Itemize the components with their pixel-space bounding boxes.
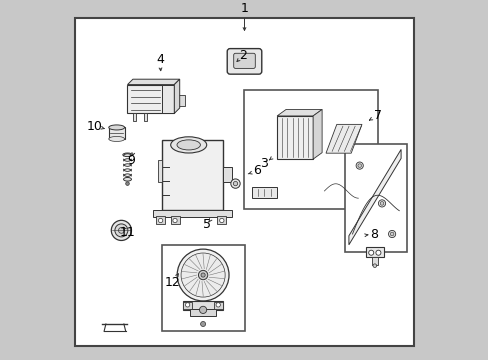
Ellipse shape [123,177,131,181]
Circle shape [181,253,224,297]
Bar [190,309,215,316]
Text: 5: 5 [203,219,210,231]
Circle shape [378,200,385,207]
Polygon shape [348,149,400,245]
Circle shape [158,218,163,222]
Circle shape [233,181,237,186]
Bar [251,187,276,198]
Bar [223,167,231,182]
Text: 3: 3 [260,157,268,170]
Polygon shape [127,79,179,85]
Ellipse shape [177,140,200,150]
Circle shape [355,162,363,169]
Text: 2: 2 [238,49,246,62]
Text: 7: 7 [373,109,381,122]
Bar [371,257,377,265]
Circle shape [185,303,189,307]
Circle shape [198,270,207,280]
FancyBboxPatch shape [233,53,255,68]
Polygon shape [277,109,322,116]
Text: 8: 8 [369,228,377,240]
Circle shape [387,230,395,238]
Polygon shape [174,79,179,113]
Text: 4: 4 [156,53,163,66]
Bar [277,116,312,159]
Circle shape [177,249,228,301]
Circle shape [216,303,220,307]
Ellipse shape [108,125,124,130]
Bar [183,301,223,310]
Polygon shape [312,109,322,159]
Polygon shape [325,124,361,153]
Circle shape [357,164,361,167]
Circle shape [219,218,224,222]
Text: 10: 10 [87,120,103,132]
Bar [162,139,223,210]
Circle shape [199,306,206,314]
Circle shape [230,179,240,188]
Bar [143,113,147,121]
Circle shape [172,218,177,222]
Circle shape [125,182,129,185]
Bar [127,85,174,113]
Bar [244,90,377,209]
Bar [174,95,185,106]
Bar [217,216,226,224]
Text: 6: 6 [253,165,261,177]
Bar [158,160,162,182]
Bar [152,210,231,217]
Text: 1: 1 [240,3,248,15]
Circle shape [372,264,376,267]
Circle shape [380,202,383,205]
Bar [345,144,406,252]
FancyBboxPatch shape [227,49,261,74]
Text: 11: 11 [120,226,135,239]
Ellipse shape [170,137,206,153]
Circle shape [118,228,124,233]
Circle shape [200,321,205,327]
Bar [108,127,124,139]
Circle shape [375,250,380,255]
Bar [162,85,174,113]
Bar [170,216,179,224]
Circle shape [115,224,127,237]
Circle shape [368,250,373,255]
Ellipse shape [122,153,132,157]
Bar [213,302,223,309]
Text: 12: 12 [164,276,180,289]
Bar [162,245,244,331]
Bar [133,113,136,121]
Circle shape [111,220,131,240]
Text: 9: 9 [127,154,135,167]
Ellipse shape [108,136,124,141]
Bar [365,247,383,257]
Circle shape [389,232,393,236]
Bar [156,216,165,224]
Circle shape [201,273,205,277]
Bar [183,302,192,309]
